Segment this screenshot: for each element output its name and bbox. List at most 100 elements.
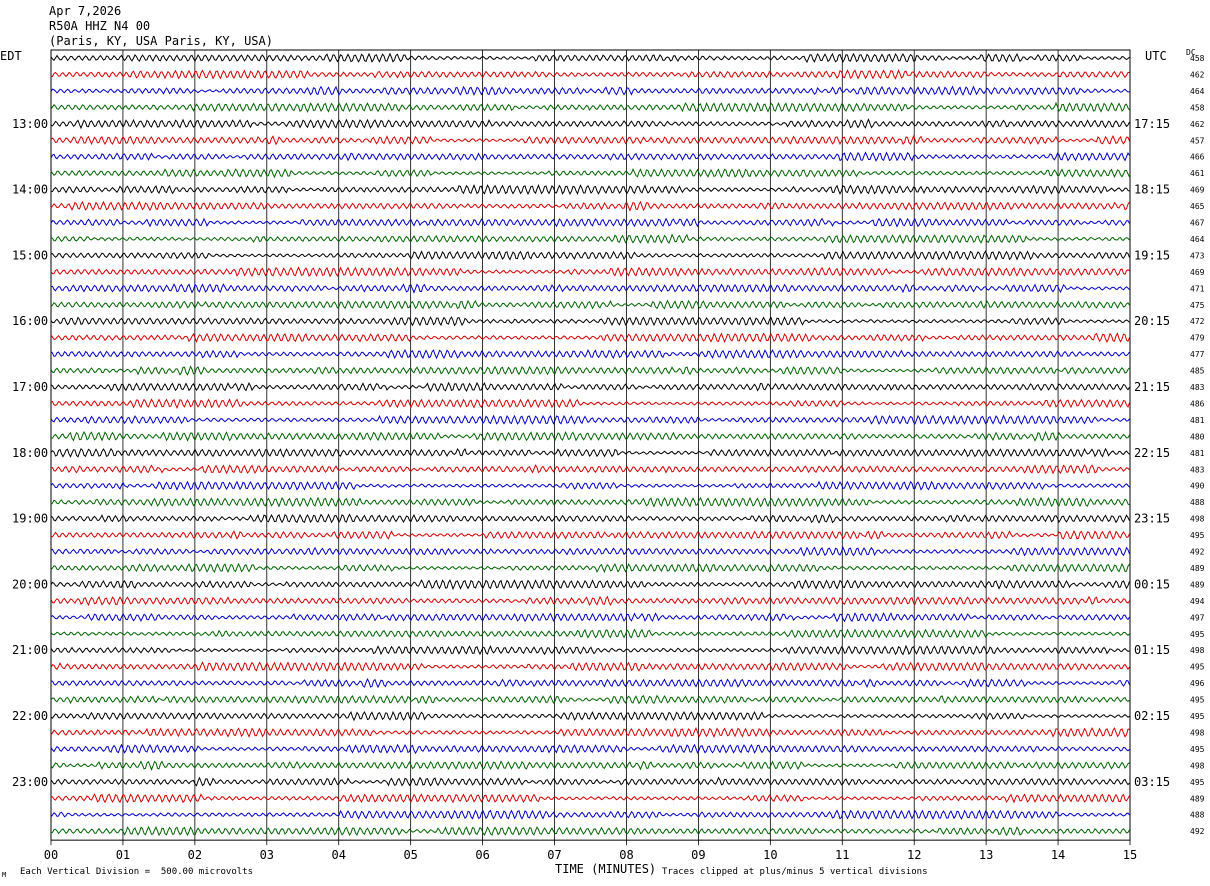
- header-station: R50A HHZ N4 00: [49, 19, 151, 33]
- dc-offset-label: 489: [1190, 564, 1205, 573]
- x-tick-label: 12: [907, 848, 921, 862]
- edt-time-label: 23:00: [12, 775, 48, 789]
- dc-offset-label: 458: [1190, 54, 1205, 63]
- x-tick-label: 10: [763, 848, 777, 862]
- dc-offset-label: 486: [1190, 399, 1205, 408]
- trace-line: [50, 316, 1130, 327]
- trace-line: [50, 825, 1130, 837]
- dc-offset-label: 498: [1190, 728, 1205, 737]
- dc-offset-label: 477: [1190, 350, 1205, 359]
- dc-offset-label: 469: [1190, 186, 1205, 195]
- trace-line: [50, 135, 1130, 146]
- dc-offset-label: 480: [1190, 432, 1205, 441]
- edt-time-label: 14:00: [12, 183, 48, 197]
- dc-offset-label: 472: [1190, 317, 1205, 326]
- edt-time-label: 16:00: [12, 314, 48, 328]
- dc-offset-label: 495: [1190, 745, 1205, 754]
- edt-time-label: 18:00: [12, 446, 48, 460]
- dc-offset-label: 465: [1190, 202, 1205, 211]
- trace-line: [50, 184, 1130, 196]
- header-location: (Paris, KY, USA Paris, KY, USA): [49, 34, 273, 48]
- dc-offset-label: 495: [1190, 630, 1205, 639]
- trace-line: [50, 217, 1130, 228]
- utc-time-label: 00:15: [1134, 577, 1170, 591]
- x-tick-label: 14: [1051, 848, 1065, 862]
- trace-line: [50, 200, 1130, 212]
- dc-offset-label: 495: [1190, 712, 1205, 721]
- corner-mark: M: [2, 871, 7, 879]
- dc-offset-label: 464: [1190, 235, 1205, 244]
- trace-line: [51, 430, 1130, 442]
- dc-offset-label: 458: [1190, 103, 1205, 112]
- dc-offset-label: 498: [1190, 761, 1205, 770]
- trace-line: [50, 118, 1130, 130]
- trace-line: [50, 628, 1130, 639]
- right-timezone-label: UTC: [1145, 49, 1167, 63]
- utc-time-label: 22:15: [1134, 446, 1170, 460]
- dc-label: DC: [1186, 48, 1196, 57]
- trace-line: [50, 644, 1130, 656]
- header-date: Apr 7,2026: [49, 4, 122, 18]
- dc-offset-label: 483: [1190, 465, 1205, 474]
- edt-time-label: 20:00: [12, 577, 48, 591]
- dc-offset-label: 467: [1190, 219, 1205, 228]
- trace-line: [50, 381, 1130, 392]
- x-tick-label: 04: [332, 848, 346, 862]
- utc-time-label: 02:15: [1134, 709, 1170, 723]
- utc-time-label: 21:15: [1134, 380, 1170, 394]
- dc-offset-label: 494: [1190, 597, 1205, 606]
- trace-line: [50, 52, 1130, 64]
- utc-time-label: 23:15: [1134, 512, 1170, 526]
- dc-offset-label: 498: [1190, 515, 1205, 524]
- dc-offset-label: 490: [1190, 482, 1205, 491]
- dc-offset-label: 492: [1190, 548, 1205, 557]
- x-tick-label: 03: [260, 848, 274, 862]
- x-tick-label: 09: [691, 848, 705, 862]
- trace-line: [50, 414, 1130, 425]
- trace-line: [50, 726, 1130, 738]
- dc-offset-label: 481: [1190, 449, 1205, 458]
- dc-offset-label: 496: [1190, 679, 1205, 688]
- x-tick-label: 07: [547, 848, 561, 862]
- trace-line: [50, 776, 1130, 787]
- dc-offset-label: 473: [1190, 251, 1205, 260]
- trace-line: [50, 299, 1130, 310]
- trace-line: [50, 809, 1130, 820]
- trace-line: [50, 694, 1130, 705]
- x-tick-label: 08: [619, 848, 633, 862]
- trace-line: [50, 151, 1130, 162]
- trace-line: [50, 579, 1130, 591]
- trace-line: [50, 595, 1130, 607]
- dc-offset-label: 483: [1190, 383, 1205, 392]
- trace-line: [50, 101, 1130, 113]
- dc-offset-label: 471: [1190, 284, 1205, 293]
- trace-line: [50, 793, 1130, 804]
- dc-offset-label: 461: [1190, 169, 1205, 178]
- trace-line: [50, 250, 1130, 261]
- utc-time-label: 18:15: [1134, 183, 1170, 197]
- clip-note: Traces clipped at plus/minus 5 vertical …: [662, 867, 928, 877]
- trace-line: [50, 332, 1130, 343]
- dc-offset-label: 492: [1190, 827, 1205, 836]
- trace-line: [50, 233, 1130, 245]
- trace-line: [50, 710, 1130, 722]
- trace-line: [50, 85, 1130, 97]
- trace-line: [50, 464, 1130, 475]
- trace-line: [50, 661, 1130, 672]
- dc-offset-label: 462: [1190, 70, 1205, 79]
- dc-offset-label: 489: [1190, 580, 1205, 589]
- dc-offset-label: 489: [1190, 794, 1205, 803]
- trace-line: [50, 677, 1130, 689]
- utc-time-label: 03:15: [1134, 775, 1170, 789]
- trace-line: [50, 283, 1130, 294]
- scale-note: Each Vertical Division = 500.00 microvol…: [20, 867, 253, 877]
- dc-offset-label: 495: [1190, 778, 1205, 787]
- trace-line: [50, 612, 1130, 623]
- trace-line: [50, 562, 1130, 574]
- edt-time-label: 17:00: [12, 380, 48, 394]
- dc-offset-label: 495: [1190, 696, 1205, 705]
- dc-offset-label: 485: [1190, 367, 1205, 376]
- edt-time-label: 15:00: [12, 248, 48, 262]
- x-tick-label: 13: [979, 848, 993, 862]
- trace-line: [50, 529, 1130, 541]
